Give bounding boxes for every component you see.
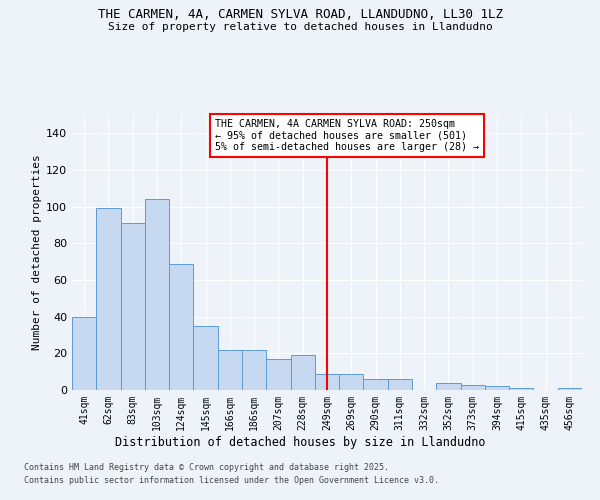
Text: Contains HM Land Registry data © Crown copyright and database right 2025.: Contains HM Land Registry data © Crown c… bbox=[24, 464, 389, 472]
Bar bbox=[121, 223, 145, 390]
Text: Size of property relative to detached houses in Llandudno: Size of property relative to detached ho… bbox=[107, 22, 493, 32]
Bar bbox=[218, 350, 242, 390]
Text: THE CARMEN, 4A, CARMEN SYLVA ROAD, LLANDUDNO, LL30 1LZ: THE CARMEN, 4A, CARMEN SYLVA ROAD, LLAND… bbox=[97, 8, 503, 20]
Text: THE CARMEN, 4A CARMEN SYLVA ROAD: 250sqm
← 95% of detached houses are smaller (5: THE CARMEN, 4A CARMEN SYLVA ROAD: 250sqm… bbox=[215, 119, 479, 152]
Y-axis label: Number of detached properties: Number of detached properties bbox=[32, 154, 42, 350]
Bar bbox=[145, 200, 169, 390]
Bar bbox=[558, 388, 582, 390]
Bar bbox=[315, 374, 339, 390]
Bar bbox=[339, 374, 364, 390]
Bar bbox=[193, 326, 218, 390]
Bar bbox=[388, 379, 412, 390]
Bar bbox=[96, 208, 121, 390]
Text: Contains public sector information licensed under the Open Government Licence v3: Contains public sector information licen… bbox=[24, 476, 439, 485]
Bar bbox=[242, 350, 266, 390]
Bar bbox=[509, 388, 533, 390]
Bar bbox=[364, 379, 388, 390]
Bar bbox=[461, 384, 485, 390]
Bar bbox=[436, 382, 461, 390]
Bar bbox=[72, 316, 96, 390]
Bar bbox=[169, 264, 193, 390]
Bar bbox=[290, 355, 315, 390]
Bar bbox=[485, 386, 509, 390]
Bar bbox=[266, 359, 290, 390]
Text: Distribution of detached houses by size in Llandudno: Distribution of detached houses by size … bbox=[115, 436, 485, 449]
